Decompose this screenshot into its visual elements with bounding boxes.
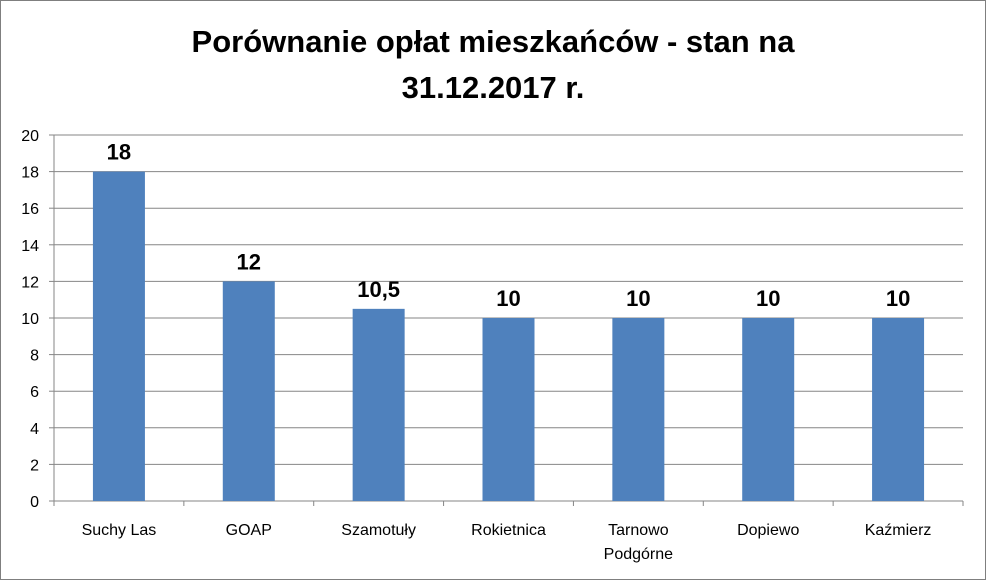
- data-label: 10: [626, 286, 650, 311]
- y-tick-label: 16: [21, 201, 39, 218]
- bar: [222, 281, 275, 501]
- category-label: Podgórne: [604, 546, 673, 563]
- category-label: Kaźmierz: [865, 522, 932, 539]
- category-label: GOAP: [226, 522, 272, 539]
- chart-title-line-2: 31.12.2017 r.: [401, 70, 585, 105]
- data-label: 10,5: [357, 277, 400, 302]
- y-tick-label: 0: [30, 494, 39, 511]
- category-label: Tarnowo: [608, 522, 669, 539]
- data-label: 12: [237, 249, 261, 274]
- data-label: 10: [496, 286, 520, 311]
- y-tick-label: 18: [21, 165, 39, 182]
- category-label: Rokietnica: [471, 522, 546, 539]
- bar: [742, 318, 795, 501]
- y-tick-label: 6: [30, 384, 39, 401]
- bar: [92, 171, 145, 501]
- data-label: 10: [886, 286, 910, 311]
- category-label: Dopiewo: [737, 522, 799, 539]
- y-tick-label: 20: [21, 128, 39, 145]
- y-tick-label: 4: [30, 421, 39, 438]
- bar: [872, 318, 925, 501]
- y-tick-label: 14: [21, 238, 39, 255]
- chart-title: Porównanie opłat mieszkańców - stan na 3…: [1, 19, 985, 111]
- y-tick-label: 8: [30, 348, 39, 365]
- y-tick-label: 2: [30, 457, 39, 474]
- data-label: 18: [107, 140, 131, 165]
- bar: [352, 308, 405, 501]
- data-label: 10: [756, 286, 780, 311]
- bar: [482, 318, 535, 501]
- category-label: Suchy Las: [82, 522, 157, 539]
- chart-title-line-1: Porównanie opłat mieszkańców - stan na: [191, 24, 795, 59]
- category-label: Szamotuły: [341, 522, 416, 539]
- y-tick-label: 10: [21, 311, 39, 328]
- bar: [612, 318, 665, 501]
- y-tick-label: 12: [21, 274, 39, 291]
